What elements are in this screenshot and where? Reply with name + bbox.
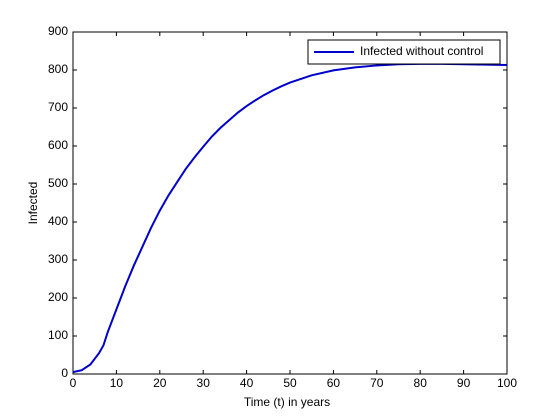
x-tick-label: 0 xyxy=(70,376,77,390)
x-tick-label: 30 xyxy=(197,376,211,390)
y-tick-label: 700 xyxy=(48,100,68,114)
x-tick-label: 90 xyxy=(457,376,471,390)
y-tick-label: 600 xyxy=(48,138,68,152)
x-tick-label: 50 xyxy=(283,376,297,390)
legend-label: Infected without control xyxy=(360,44,483,58)
x-axis-label: Time (t) in years xyxy=(244,395,330,409)
y-tick-label: 900 xyxy=(48,24,68,38)
x-tick-label: 40 xyxy=(240,376,254,390)
y-tick-label: 500 xyxy=(48,176,68,190)
x-tick-label: 20 xyxy=(153,376,167,390)
y-tick-label: 100 xyxy=(48,328,68,342)
y-tick-label: 300 xyxy=(48,252,68,266)
y-axis-label: Infected xyxy=(26,182,40,225)
x-tick-label: 70 xyxy=(370,376,384,390)
x-tick-label: 60 xyxy=(327,376,341,390)
y-tick-label: 0 xyxy=(61,366,68,380)
y-tick-label: 200 xyxy=(48,290,68,304)
y-tick-label: 800 xyxy=(48,62,68,76)
line xyxy=(72,62,508,374)
x-tick-label: 100 xyxy=(497,376,517,390)
y-tick-label: 400 xyxy=(48,214,68,228)
x-tick-label: 10 xyxy=(110,376,124,390)
x-tick-label: 80 xyxy=(414,376,428,390)
